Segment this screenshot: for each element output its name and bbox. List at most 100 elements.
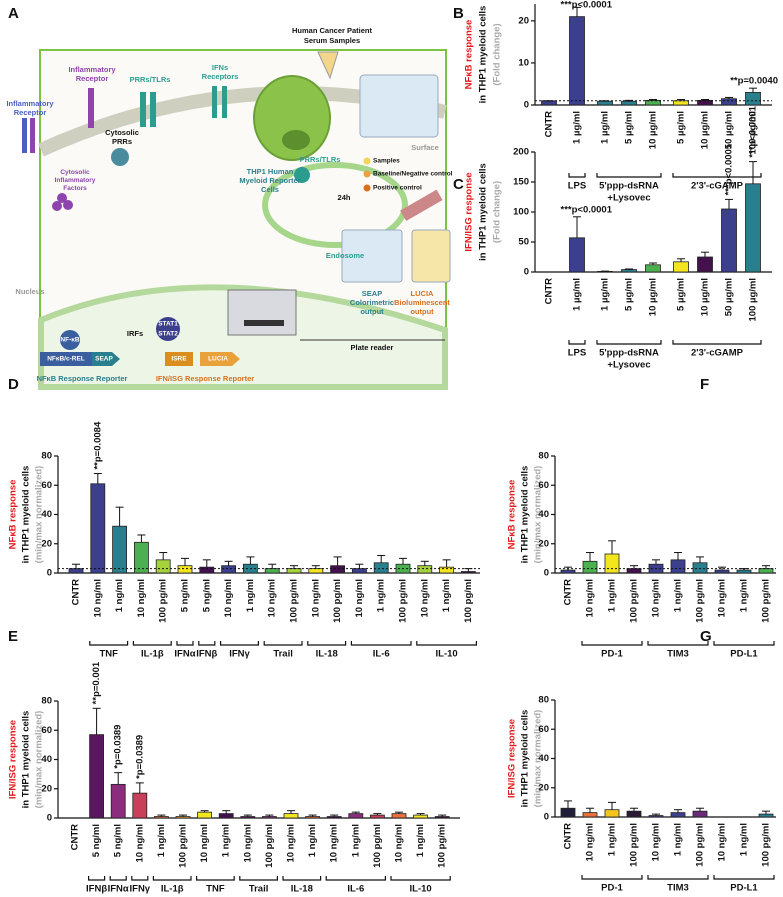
- y-axis-label: (min/max normalized): [533, 710, 544, 808]
- bar: [626, 568, 642, 574]
- annotation: ***p<0.0001: [748, 105, 759, 157]
- receptor: [30, 118, 35, 153]
- y-tick-label: 200: [513, 147, 529, 158]
- label-line: Factors: [63, 185, 87, 192]
- label: Nucleus: [15, 287, 44, 296]
- receptor: [150, 92, 156, 127]
- tube: [317, 51, 339, 80]
- x-tick-label: 1 ng/ml: [673, 579, 684, 612]
- label: LUCIA: [208, 356, 228, 363]
- bar: [604, 553, 620, 574]
- legend-dot: [363, 184, 371, 192]
- y-axis-label: NFκB response: [464, 20, 475, 90]
- label: Cytosolic PRRs: [105, 128, 139, 146]
- bar: [153, 816, 169, 819]
- bar: [541, 100, 557, 106]
- label: LUCIA Bioluminescent output: [394, 289, 450, 316]
- label: Plate reader: [351, 343, 394, 352]
- label-line: Cytosolic: [60, 169, 90, 176]
- x-tick-label: 100 pg/ml: [264, 824, 275, 868]
- group-label: +Lysovec: [607, 360, 650, 371]
- group-label: IFNα: [174, 649, 195, 660]
- y-tick-label: 0: [544, 568, 549, 579]
- x-tick-label: 1 ng/ml: [307, 824, 318, 857]
- x-tick-label: 10 ng/ml: [717, 579, 728, 618]
- bar: [604, 809, 620, 818]
- panel-letter: B: [453, 5, 464, 22]
- label: PRRs/TLRs: [300, 155, 341, 164]
- bar: [391, 813, 407, 819]
- y-tick-label: 80: [41, 696, 52, 707]
- nfkb-shape: [60, 330, 80, 350]
- label-line: THP1 Human: [247, 167, 294, 176]
- x-tick-label: 100 pg/ml: [761, 823, 772, 867]
- y-axis-label: IFN/ISG response: [464, 172, 475, 251]
- bar: [670, 559, 686, 574]
- x-tick-label: 10 ng/ml: [717, 823, 728, 862]
- bar: [439, 566, 455, 574]
- factor: [52, 201, 62, 211]
- panel-letter: G: [700, 628, 712, 645]
- factor: [57, 193, 67, 203]
- label-line: Inflammatory: [68, 65, 116, 74]
- group-label: IFNα: [108, 884, 129, 895]
- group-label: IL-1β: [141, 649, 164, 660]
- label-line: Serum Samples: [304, 36, 360, 45]
- group-bracket: [596, 340, 662, 345]
- panel-letter: D: [8, 376, 19, 393]
- x-tick-label: 50 µg/ml: [724, 111, 735, 149]
- bar: [177, 565, 193, 574]
- x-tick-label: 100 pg/ml: [398, 579, 409, 623]
- x-tick-label: 1 ng/ml: [415, 824, 426, 857]
- x-tick-label: 100 µg/ml: [748, 278, 759, 322]
- label: IFNs Receptors: [202, 63, 239, 81]
- group-bracket: [568, 340, 586, 345]
- bar: [369, 814, 385, 819]
- x-tick-label: 5 µg/ml: [676, 278, 687, 311]
- x-tick-label: 100 µg/ml: [748, 111, 759, 155]
- group-label: IL-18: [316, 649, 338, 660]
- group-bracket: [176, 641, 194, 646]
- y-tick-label: 40: [538, 509, 549, 520]
- x-tick-label: 1 µg/ml: [600, 111, 611, 144]
- x-tick-label: 10 µg/ml: [700, 111, 711, 149]
- bar: [110, 783, 126, 819]
- y-tick-label: 0: [524, 100, 529, 111]
- group-label: Trail: [273, 649, 293, 660]
- receptor: [88, 88, 94, 128]
- annotation: ***p<0.0001: [561, 0, 613, 11]
- receptor: [22, 118, 27, 153]
- bar: [305, 816, 321, 819]
- bar: [261, 816, 277, 819]
- bar: [175, 816, 191, 819]
- legend-dot: [363, 157, 371, 165]
- y-tick-label: 10: [518, 57, 529, 68]
- label-line: Bioluminescent: [394, 298, 450, 307]
- bar: [348, 813, 364, 819]
- bar: [692, 562, 708, 574]
- x-tick-label: 100 pg/ml: [437, 824, 448, 868]
- x-tick-label: CNTR: [71, 579, 82, 606]
- x-tick-label: 1 ng/ml: [350, 824, 361, 857]
- bar: [569, 16, 585, 106]
- gene-box: [40, 352, 92, 366]
- bar: [112, 525, 127, 574]
- x-tick-label: 1 ng/ml: [245, 579, 256, 612]
- y-tick-label: 80: [538, 451, 549, 462]
- thp1-cell: [253, 75, 331, 161]
- x-tick-label: 1 ng/ml: [607, 579, 618, 612]
- receptor: [140, 92, 146, 127]
- label-line: Receptor: [76, 74, 109, 83]
- label: STAT1: [158, 321, 178, 328]
- bar: [283, 813, 299, 819]
- x-tick-label: 10 ng/ml: [92, 579, 103, 618]
- bar: [197, 811, 213, 819]
- group-label: TNF: [99, 649, 118, 660]
- bar: [582, 812, 598, 818]
- x-tick-label: 10 ng/ml: [585, 579, 596, 618]
- y-axis-label: (Fold change): [492, 23, 503, 85]
- lucia-plate: [411, 229, 451, 283]
- label-line: Inflammatory: [6, 99, 54, 108]
- y-tick-label: 0: [544, 812, 549, 823]
- label-line: IFNs: [212, 63, 228, 72]
